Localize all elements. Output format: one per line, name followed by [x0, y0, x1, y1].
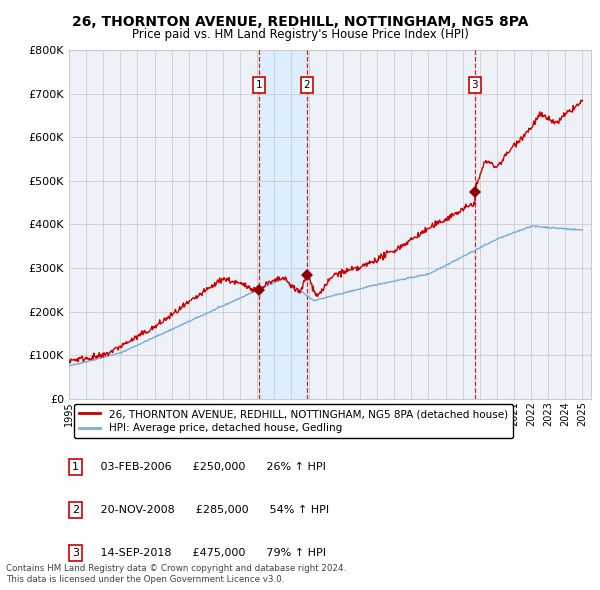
Text: 2: 2 — [304, 80, 310, 90]
Text: 1: 1 — [72, 462, 79, 472]
Text: 2: 2 — [72, 505, 79, 515]
Legend: 26, THORNTON AVENUE, REDHILL, NOTTINGHAM, NG5 8PA (detached house), HPI: Average: 26, THORNTON AVENUE, REDHILL, NOTTINGHAM… — [74, 404, 513, 438]
Text: This data is licensed under the Open Government Licence v3.0.: This data is licensed under the Open Gov… — [6, 575, 284, 584]
Text: 14-SEP-2018      £475,000      79% ↑ HPI: 14-SEP-2018 £475,000 79% ↑ HPI — [90, 548, 326, 558]
Text: 3: 3 — [72, 548, 79, 558]
Text: 20-NOV-2008      £285,000      54% ↑ HPI: 20-NOV-2008 £285,000 54% ↑ HPI — [90, 505, 329, 515]
Text: 1: 1 — [256, 80, 262, 90]
Text: 03-FEB-2006      £250,000      26% ↑ HPI: 03-FEB-2006 £250,000 26% ↑ HPI — [90, 462, 326, 472]
Text: Price paid vs. HM Land Registry's House Price Index (HPI): Price paid vs. HM Land Registry's House … — [131, 28, 469, 41]
Text: Contains HM Land Registry data © Crown copyright and database right 2024.: Contains HM Land Registry data © Crown c… — [6, 564, 346, 573]
Text: 3: 3 — [472, 80, 478, 90]
Text: 26, THORNTON AVENUE, REDHILL, NOTTINGHAM, NG5 8PA: 26, THORNTON AVENUE, REDHILL, NOTTINGHAM… — [72, 15, 528, 29]
Bar — [259, 50, 307, 399]
